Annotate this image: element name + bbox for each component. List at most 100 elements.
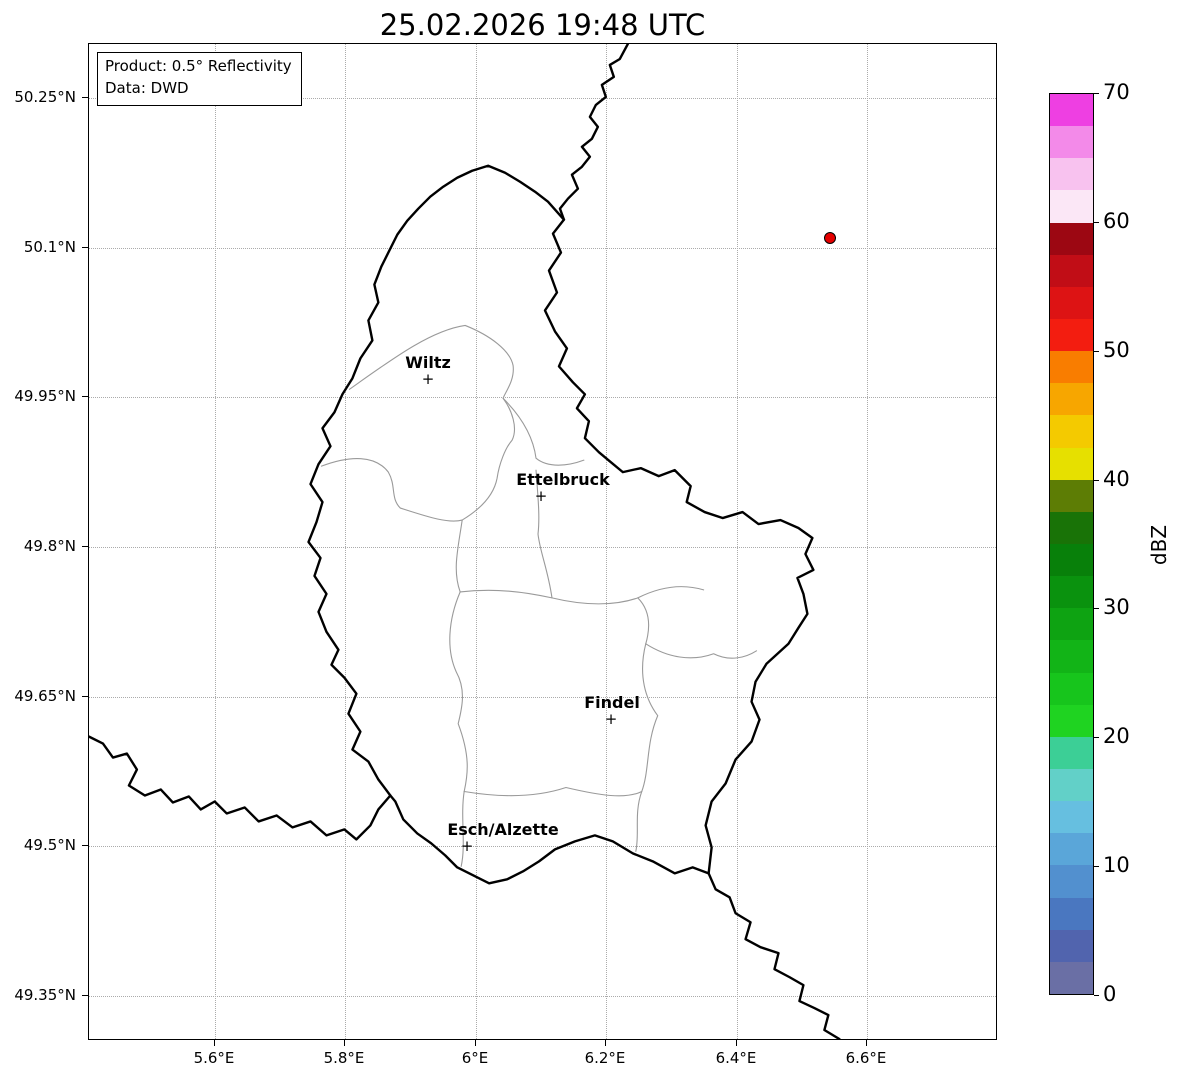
colorbar-segment — [1050, 576, 1093, 609]
colorbar-segment — [1050, 254, 1093, 287]
y-axis-tick-label: 49.65°N — [14, 687, 76, 705]
radar-echo-dot — [824, 232, 836, 244]
city-marker-icon: + — [460, 837, 474, 855]
gridline-vertical — [867, 44, 868, 1039]
colorbar-tick-label: 60 — [1103, 208, 1130, 233]
y-axis-tick-label: 49.8°N — [23, 537, 76, 555]
x-axis-tick-label: 6.4°E — [715, 1049, 757, 1067]
colorbar-segment — [1050, 704, 1093, 737]
france-germany-border-path — [707, 872, 841, 1039]
colorbar-tick — [1094, 350, 1099, 352]
colorbar-segment — [1050, 415, 1093, 448]
colorbar-segment — [1050, 640, 1093, 673]
colorbar-tick-label: 40 — [1103, 466, 1130, 491]
colorbar-tick — [1094, 866, 1099, 868]
y-axis-tick — [82, 546, 88, 547]
colorbar-segment — [1050, 190, 1093, 223]
x-axis-tick — [866, 1040, 867, 1046]
x-axis-tick — [736, 1040, 737, 1046]
colorbar-segment — [1050, 126, 1093, 159]
y-axis-tick — [82, 995, 88, 996]
colorbar-segment — [1050, 351, 1093, 384]
district-border-line — [348, 324, 514, 399]
y-axis-tick-label: 49.35°N — [14, 986, 76, 1004]
colorbar-segment — [1050, 736, 1093, 769]
y-axis-tick — [82, 396, 88, 397]
colorbar-segment — [1050, 318, 1093, 352]
colorbar-tick-label: 70 — [1103, 80, 1130, 104]
gridline-horizontal — [89, 98, 996, 99]
district-border-line — [460, 790, 465, 867]
colorbar-tick-label: 20 — [1103, 724, 1130, 749]
product-info-box: Product: 0.5° Reflectivity Data: DWD — [97, 52, 302, 106]
x-axis-tick-label: 5.6°E — [193, 1049, 235, 1067]
colorbar-segment — [1050, 94, 1093, 127]
colorbar-segment — [1050, 447, 1093, 480]
city-label: Wiltz — [405, 353, 451, 372]
gridline-horizontal — [89, 397, 996, 398]
district-border-line — [637, 597, 650, 645]
city-label: Findel — [584, 693, 640, 712]
district-border-line — [320, 457, 463, 522]
colorbar-axis-label: dBZ — [1147, 524, 1171, 566]
colorbar-segment — [1050, 511, 1093, 544]
district-border-line — [459, 589, 639, 605]
district-border-line — [645, 643, 758, 659]
grid-layer — [89, 44, 996, 1039]
x-axis-tick — [214, 1040, 215, 1046]
gridline-horizontal — [89, 547, 996, 548]
x-axis-tick-label: 5.8°E — [323, 1049, 365, 1067]
gridline-horizontal — [89, 248, 996, 249]
info-data-line: Data: DWD — [105, 78, 189, 97]
colorbar-segment — [1050, 383, 1093, 416]
info-product-line: Product: 0.5° Reflectivity — [105, 57, 292, 75]
x-axis-tick — [475, 1040, 476, 1046]
y-axis-tick-label: 49.5°N — [23, 836, 76, 854]
city-marker-icon: + — [604, 710, 618, 728]
x-axis-tick — [605, 1040, 606, 1046]
city-label: Esch/Alzette — [447, 820, 559, 839]
colorbar-segment — [1050, 961, 1093, 994]
district-border-line — [535, 469, 553, 599]
colorbar-segment — [1050, 897, 1093, 930]
map-canvas — [89, 44, 841, 1039]
x-axis-tick-label: 6°E — [461, 1049, 489, 1067]
colorbar-tick — [1094, 608, 1099, 610]
x-axis-tick-label: 6.6°E — [845, 1049, 887, 1067]
belgium-germany-border-path — [558, 44, 630, 221]
district-border-line — [463, 786, 643, 797]
district-border-line — [637, 586, 705, 599]
gridline-horizontal — [89, 697, 996, 698]
gridline-horizontal — [89, 996, 996, 997]
colorbar-tick — [1094, 221, 1099, 223]
colorbar-segment — [1050, 543, 1093, 577]
colorbar-segment — [1050, 929, 1093, 962]
gridline-vertical — [215, 44, 216, 1039]
colorbar-segment — [1050, 801, 1093, 834]
gridline-vertical — [737, 44, 738, 1039]
luxembourg-border-path — [307, 164, 815, 885]
colorbar-tick — [1094, 93, 1099, 94]
colorbar-segment — [1050, 865, 1093, 898]
colorbar-tick — [1094, 737, 1099, 739]
x-axis-tick — [344, 1040, 345, 1046]
district-border-line — [461, 397, 516, 521]
colorbar-tick-label: 50 — [1103, 337, 1130, 362]
colorbar-segment — [1050, 286, 1093, 319]
colorbar-segment — [1050, 479, 1093, 512]
district-border-line — [635, 643, 659, 852]
colorbar-segment — [1050, 672, 1093, 705]
gridline-horizontal — [89, 846, 996, 847]
y-axis-tick-label: 50.25°N — [14, 88, 76, 106]
colorbar-tick-label: 30 — [1103, 595, 1130, 620]
colorbar — [1049, 93, 1094, 995]
gridline-vertical — [476, 44, 477, 1039]
colorbar-segment — [1050, 608, 1093, 641]
y-axis-tick-label: 49.95°N — [14, 387, 76, 405]
y-axis-tick — [82, 97, 88, 98]
colorbar-segment — [1050, 768, 1093, 802]
figure-title: 25.02.2026 19:48 UTC — [379, 8, 706, 42]
district-border-line — [449, 519, 468, 793]
colorbar-tick-label: 10 — [1103, 853, 1130, 878]
